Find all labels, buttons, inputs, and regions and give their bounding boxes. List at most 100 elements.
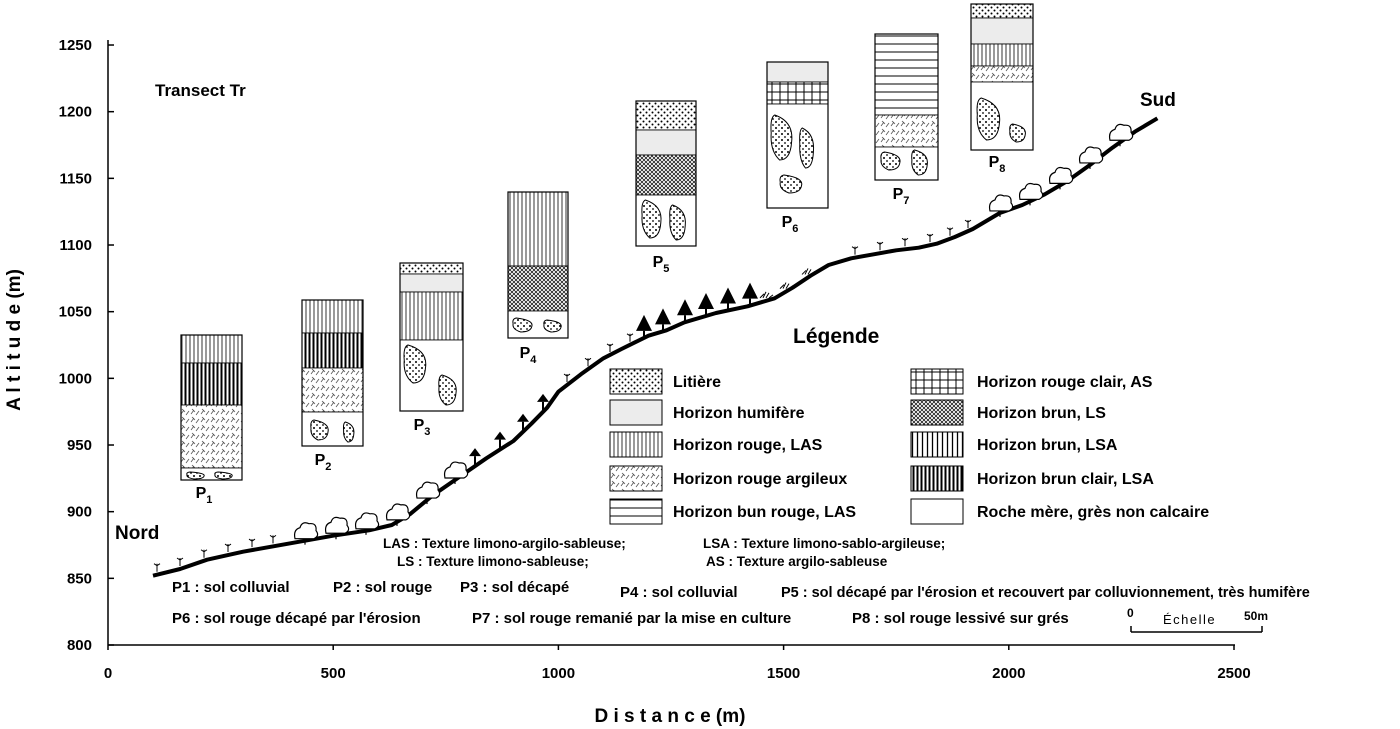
texture-note-lsa: LSA : Texture limono-sablo-argileuse; [703, 536, 945, 551]
grass-symbol [901, 237, 909, 247]
rock-fragment [1009, 123, 1026, 143]
horizon-layer [507, 265, 569, 312]
y-tick-label: 1200 [59, 104, 92, 121]
legend-label: Horizon brun, LS [977, 405, 1106, 422]
legend-label: Horizon humifère [673, 405, 805, 422]
grass-symbol [606, 343, 614, 352]
conifer-symbol [698, 292, 714, 315]
scale-start: 0 [1127, 606, 1134, 620]
bush-symbol [415, 481, 441, 505]
rock-fragment [310, 419, 329, 441]
x-tick-label: 1500 [767, 665, 800, 682]
horizon-layer [399, 291, 464, 341]
grass-symbol [200, 549, 208, 558]
horizon-layer [970, 65, 1034, 83]
bush-symbol [324, 516, 350, 540]
conifer-symbol [720, 287, 736, 310]
legend-swatch [910, 431, 964, 458]
tuft-symbol [779, 282, 794, 289]
rock-fragment [641, 199, 662, 239]
shrub-arrow-symbol [517, 413, 529, 431]
soil-column-p7: P7 [874, 33, 939, 207]
shrub-arrow-symbol [494, 431, 506, 449]
grass-symbol [248, 538, 256, 548]
legend-item-brun_ls: Horizon brun, LS [910, 399, 1106, 426]
soil-desc-p3: P3 : sol décapé [460, 579, 569, 596]
grass-symbol [153, 563, 161, 572]
shrub-arrow-symbol [537, 393, 549, 411]
grass-symbol [176, 557, 184, 567]
soil-column-p8: P8 [970, 3, 1034, 175]
profile-label-p2: P2 [315, 452, 332, 473]
rock-fragment [911, 149, 928, 176]
texture-notes: LAS : Texture limono-argilo-sableuse; LS… [383, 536, 945, 569]
x-tick-label: 500 [321, 665, 346, 682]
bush-symbol [293, 522, 319, 545]
soil-column-p2: P2 [301, 299, 364, 473]
grass-symbol [926, 233, 934, 243]
legend: Litière Horizon humifère Horizon rouge, LA… [609, 368, 1209, 525]
legend-swatch [910, 465, 964, 492]
texture-note-ls: LS : Texture limono-sableuse; [397, 554, 589, 569]
legend-label: Horizon rouge clair, AS [977, 374, 1153, 391]
soil-column-p3: P3 [399, 262, 464, 438]
bush-symbol [354, 512, 380, 535]
north-label: Nord [115, 523, 159, 544]
axes [107, 40, 1235, 646]
legend-swatch [609, 465, 663, 492]
grass-symbol [563, 373, 571, 383]
y-tick-label: 1250 [59, 37, 92, 54]
legend-swatch [609, 431, 663, 458]
y-tick-label: 950 [67, 437, 92, 454]
horizon-layer [970, 3, 1034, 19]
rock-fragment [880, 151, 901, 171]
x-tick-label: 0 [104, 665, 112, 682]
y-axis-label: A l t i t u d e (m) [4, 269, 25, 411]
horizon-layer [970, 43, 1034, 67]
legend-label: Roche mère, grès non calcaire [977, 504, 1209, 521]
legend-label: Horizon rouge argileux [673, 471, 847, 488]
horizon-layer [301, 332, 364, 369]
south-label: Sud [1140, 90, 1176, 111]
grass-symbol [876, 241, 884, 251]
bush-symbol [385, 503, 411, 526]
bush-symbol [988, 194, 1014, 217]
legend-item-rouge_argileux: Horizon rouge argileux [609, 465, 847, 492]
y-tick-label: 1150 [59, 170, 92, 187]
bush-symbol [1048, 166, 1074, 190]
legend-item-brun_lsa: Horizon brun, LSA [910, 431, 1118, 458]
legend-swatch [609, 368, 663, 395]
diagram-title: Transect Tr [155, 81, 246, 100]
soil-desc-p7: P7 : sol rouge remanié par la mise en cu… [472, 610, 791, 627]
y-tick-label: 1000 [59, 370, 92, 387]
rock-fragment [976, 97, 1001, 141]
rock-fragment [669, 204, 686, 241]
legend-label: Horizon brun, LSA [977, 437, 1118, 454]
soil-column-p1: P1 [180, 334, 243, 506]
scale-end: 50m [1244, 609, 1268, 623]
legend-item-humifere: Horizon humifère [609, 399, 805, 426]
horizon-layer [874, 33, 939, 116]
x-tick-label: 2500 [1217, 665, 1250, 682]
x-tick-label: 2000 [992, 665, 1025, 682]
legend-item-rouge_las: Horizon rouge, LAS [609, 431, 823, 458]
profile-label-p4: P4 [520, 345, 538, 366]
scale-bar: 0 Échelle 50m [1127, 606, 1268, 633]
rock-fragment [543, 319, 562, 333]
legend-title: Légende [793, 325, 879, 348]
soil-desc-p2: P2 : sol rouge [333, 579, 432, 596]
legend-item-rouge_clair: Horizon rouge clair, AS [910, 368, 1153, 395]
legend-item-roche: Roche mère, grès non calcaire [910, 498, 1209, 525]
legend-item-brun_clair: Horizon brun clair, LSA [910, 465, 1154, 492]
rock-fragment [214, 471, 233, 480]
soil-desc-p6: P6 : sol rouge décapé par l'érosion [172, 610, 421, 627]
soil-descriptions: P1 : sol colluvial P2 : sol rouge P3 : s… [172, 579, 1310, 627]
legend-swatch [609, 399, 663, 426]
scale-label: Échelle [1163, 612, 1216, 627]
legend-swatch [910, 498, 964, 525]
shrub-arrow-symbol [469, 448, 481, 466]
rock-fragment [403, 344, 427, 384]
legend-label: Horizon rouge, LAS [673, 437, 823, 454]
horizon-layer [635, 129, 697, 156]
y-tick-label: 1050 [59, 304, 92, 321]
